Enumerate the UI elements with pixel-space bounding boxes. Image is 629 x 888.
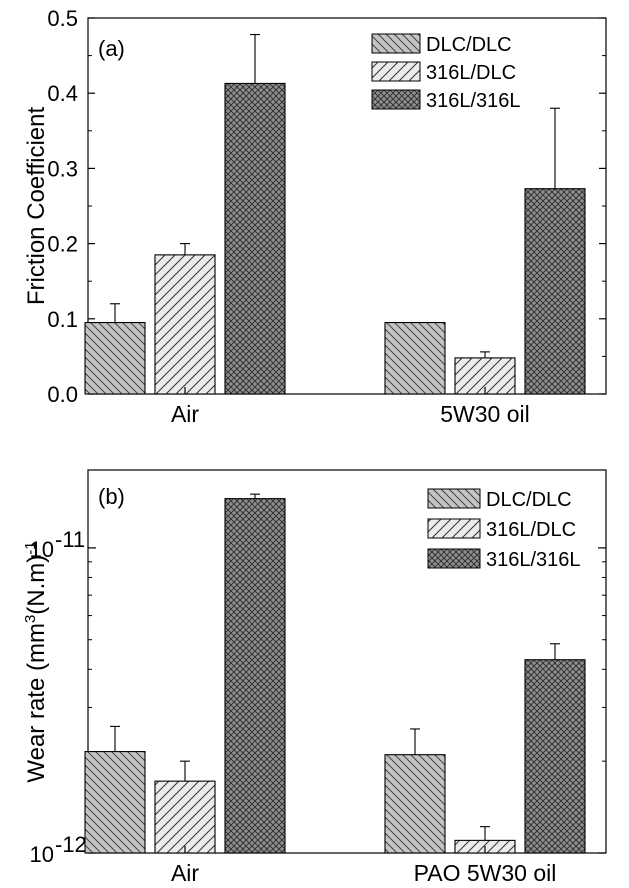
- y-tick-label-0-4: 0.4: [47, 81, 78, 106]
- panel-label-a: (a): [98, 36, 125, 61]
- y-tick-label-0-3: 0.3: [47, 156, 78, 181]
- bar-0-0-1: [154, 254, 216, 395]
- legend-swatch-0-1: [371, 61, 421, 82]
- y-tick-label-1-0: 10: [30, 537, 54, 562]
- bar-1-1-2: [524, 659, 586, 854]
- legend-swatch-1-1: [427, 518, 481, 539]
- x-tick-label-1-1: PAO 5W30 oil: [414, 860, 557, 886]
- bar-1-0-2: [224, 498, 286, 854]
- ylabel-b-sup2: -1: [22, 541, 39, 554]
- y-tick-exp-1-0: -11: [55, 527, 85, 552]
- legend-label-0-1: 316L/DLC: [426, 62, 516, 84]
- bar-1-0-0: [84, 751, 146, 854]
- plot-frame-b: [87, 469, 607, 854]
- y-tick-label-0-5: 0.5: [47, 6, 78, 31]
- x-tick-label-1-0: Air: [171, 860, 199, 886]
- legend-swatch-0-0: [371, 33, 421, 54]
- bar-1-0-1: [154, 780, 216, 854]
- y-tick-label-0-1: 0.1: [47, 307, 78, 332]
- legend-swatch-1-2: [427, 548, 481, 569]
- bar-0-0-2: [224, 82, 286, 395]
- legend-label-1-1: 316L/DLC: [486, 519, 576, 541]
- x-tick-label-0-1: 5W30 oil: [440, 401, 529, 427]
- legend-swatch-0-2: [371, 89, 421, 110]
- y-tick-label-1-1: 10: [30, 842, 54, 867]
- legend-label-0-2: 316L/316L: [426, 90, 521, 112]
- legend-label-1-2: 316L/316L: [486, 549, 581, 571]
- legend-swatch-1-0: [427, 488, 481, 509]
- bar-0-1-0: [384, 322, 446, 395]
- panel-label-b: (b): [98, 484, 125, 509]
- y-tick-label-0-2: 0.2: [47, 232, 78, 257]
- x-tick-label-0-0: Air: [171, 401, 199, 427]
- bar-1-1-0: [384, 754, 446, 854]
- ylabel-b-part2: (N.m): [23, 555, 50, 615]
- legend-label-0-0: DLC/DLC: [426, 34, 512, 56]
- panel-a: (a) Friction Coefficient 0.0 0.1 0.2 0.3 0.4…: [23, 6, 607, 427]
- bar-0-1-2: [524, 188, 586, 395]
- ylabel-b-sup1: 3: [22, 615, 39, 623]
- bar-0-0-0: [84, 322, 146, 395]
- legend-label-1-0: DLC/DLC: [486, 489, 572, 511]
- ylabel-b-part1: Wear rate (mm: [23, 623, 50, 783]
- y-axis-label-a: Friction Coefficient: [23, 107, 50, 306]
- y-axis-label-b: Wear rate (mm3(N.m)-1: [22, 541, 50, 782]
- y-tick-exp-1-1: -12: [55, 832, 87, 857]
- y-tick-label-0-0: 0.0: [47, 382, 78, 407]
